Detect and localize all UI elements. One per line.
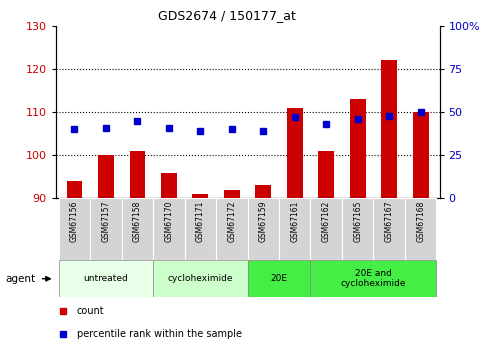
Bar [224, 190, 240, 198]
Bar [342, 198, 373, 260]
Bar [311, 260, 436, 297]
Bar [311, 198, 342, 260]
Text: GSM67162: GSM67162 [322, 200, 331, 242]
Bar [279, 198, 311, 260]
Bar [381, 60, 397, 198]
Text: GSM67159: GSM67159 [259, 200, 268, 242]
Bar [405, 198, 436, 260]
Text: cycloheximide: cycloheximide [168, 274, 233, 283]
Bar [216, 198, 248, 260]
Bar [373, 198, 405, 260]
Bar [161, 172, 177, 198]
Bar [153, 260, 248, 297]
Text: untreated: untreated [84, 274, 128, 283]
Bar [248, 198, 279, 260]
Text: count: count [77, 306, 104, 316]
Text: GSM67172: GSM67172 [227, 200, 236, 242]
Bar [248, 260, 311, 297]
Bar [122, 198, 153, 260]
Bar [67, 181, 82, 198]
Bar [192, 194, 208, 198]
Text: GDS2674 / 150177_at: GDS2674 / 150177_at [158, 9, 296, 22]
Text: GSM67168: GSM67168 [416, 200, 425, 242]
Bar [59, 198, 90, 260]
Text: agent: agent [6, 274, 36, 284]
Text: GSM67167: GSM67167 [384, 200, 394, 242]
Bar [59, 260, 153, 297]
Text: GSM67156: GSM67156 [70, 200, 79, 242]
Text: percentile rank within the sample: percentile rank within the sample [77, 329, 241, 339]
Bar [153, 198, 185, 260]
Bar [318, 151, 334, 198]
Text: GSM67158: GSM67158 [133, 200, 142, 242]
Text: GSM67171: GSM67171 [196, 200, 205, 242]
Text: GSM67161: GSM67161 [290, 200, 299, 242]
Text: GSM67165: GSM67165 [353, 200, 362, 242]
Text: 20E and
cycloheximide: 20E and cycloheximide [341, 269, 406, 288]
Bar [350, 99, 366, 198]
Bar [185, 198, 216, 260]
Text: GSM67170: GSM67170 [164, 200, 173, 242]
Bar [90, 198, 122, 260]
Bar [413, 112, 428, 198]
Text: 20E: 20E [270, 274, 287, 283]
Text: GSM67157: GSM67157 [101, 200, 111, 242]
Bar [129, 151, 145, 198]
Bar [256, 186, 271, 198]
Bar [98, 155, 114, 198]
Bar [287, 108, 303, 198]
